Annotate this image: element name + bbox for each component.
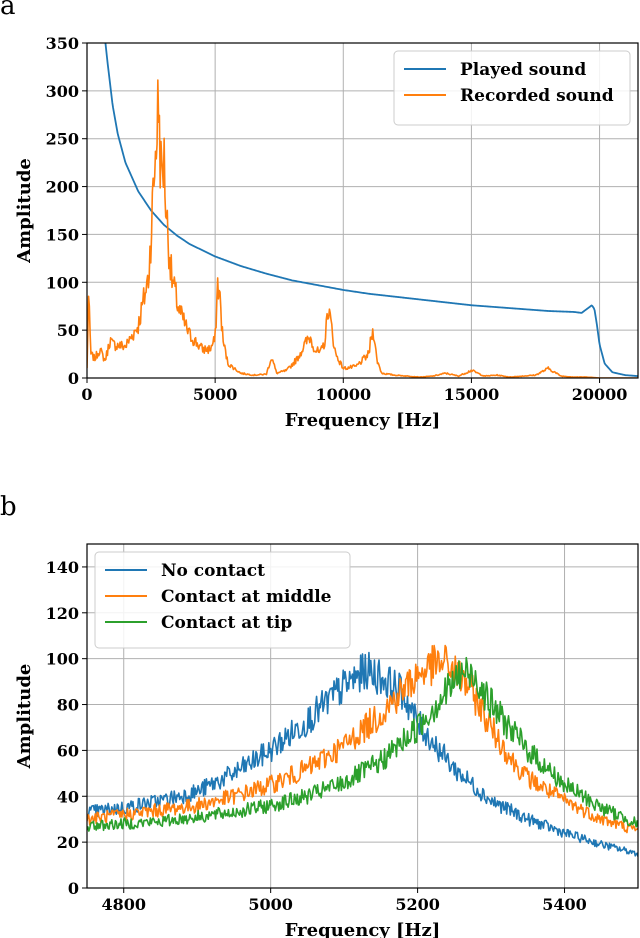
x-tick-label: 5400 [542, 895, 587, 914]
legend-box [393, 50, 631, 126]
legend-label: Contact at middle [161, 587, 332, 607]
y-tick-label: 40 [57, 787, 79, 806]
legend-label: Contact at tip [161, 613, 292, 633]
x-tick-label: 5000 [193, 385, 238, 404]
x-tick-label: 0 [81, 385, 92, 404]
series-line-contact-at-middle [87, 644, 638, 834]
y-tick-label: 60 [57, 741, 79, 760]
y-tick-label: 350 [46, 34, 79, 53]
panel-letter-a: a [0, 0, 16, 21]
plot-frame-b [86, 543, 639, 889]
y-tick-label: 0 [68, 369, 79, 388]
y-tick-label: 300 [46, 82, 79, 101]
y-axis-label-b: Amplitude [14, 664, 35, 770]
panel-letter-b: b [0, 492, 17, 522]
chart-panel-b: b 4800 5000 5200 5400 0 20 40 60 80 100 120 140 Fre… [0, 492, 639, 938]
x-tick-label: 4800 [101, 895, 146, 914]
y-tick-label: 150 [46, 225, 79, 244]
series-line-played-sound [104, 43, 638, 377]
legend-a: Played sound Recorded sound [393, 50, 631, 126]
series-a [87, 43, 638, 378]
x-tick-label: 15000 [444, 385, 500, 404]
y-tick-label: 80 [57, 696, 79, 715]
y-tick-label: 100 [46, 650, 79, 669]
legend-label: Recorded sound [460, 86, 614, 106]
y-tick-label: 200 [46, 178, 79, 197]
x-tick-label: 20000 [572, 385, 628, 404]
y-tick-label: 140 [46, 558, 79, 577]
series-line-no-contact [87, 651, 638, 857]
x-axis-label-b: Frequency [Hz] [285, 920, 441, 938]
x-tick-label: 10000 [315, 385, 371, 404]
legend-b: No contact Contact at middle Contact at ti… [94, 551, 351, 649]
plot-frame-a [86, 42, 639, 379]
legend-box [94, 551, 351, 649]
chart-panel-a: a 0 5000 10000 15000 20000 0 50 100 150 200 250 300… [0, 0, 639, 431]
x-axis-label-a: Frequency [Hz] [285, 410, 441, 431]
series-line-contact-at-tip [87, 656, 638, 832]
y-axis-label-a: Amplitude [14, 158, 35, 264]
y-tick-label: 100 [46, 273, 79, 292]
legend-label: Played sound [460, 60, 586, 80]
series-b [87, 644, 638, 857]
y-tick-label: 120 [46, 604, 79, 623]
legend-label: No contact [161, 561, 265, 581]
ticks-b: 4800 5000 5200 5400 0 20 40 60 80 100 120 140 [46, 558, 587, 914]
y-tick-label: 50 [57, 321, 79, 340]
ticks-a: 0 5000 10000 15000 20000 0 50 100 150 200 250 300 35… [46, 34, 628, 404]
y-tick-label: 20 [57, 833, 79, 852]
y-tick-label: 250 [46, 130, 79, 149]
x-tick-label: 5000 [248, 895, 293, 914]
y-tick-label: 0 [68, 879, 79, 898]
x-tick-label: 5200 [395, 895, 440, 914]
series-line-recorded-sound [87, 79, 638, 378]
